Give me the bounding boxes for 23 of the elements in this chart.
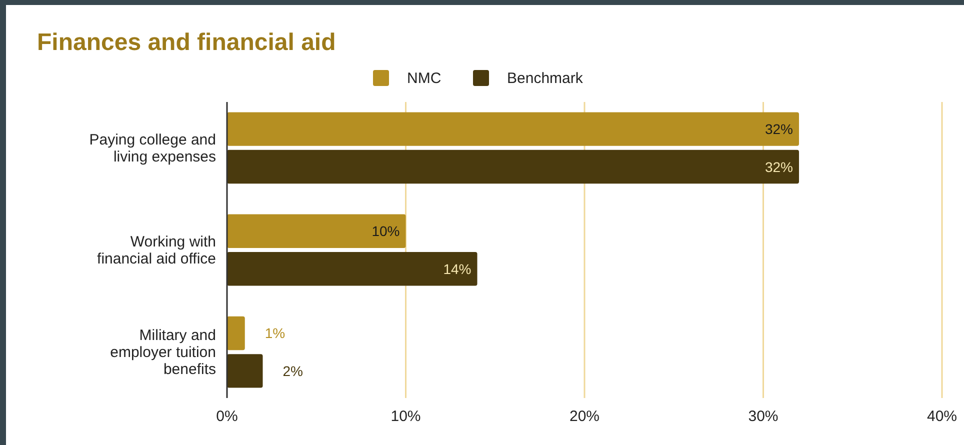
bar — [227, 112, 799, 146]
data-label: 32% — [764, 158, 793, 175]
data-label: 2% — [282, 362, 303, 379]
bar — [227, 252, 478, 286]
bar — [227, 214, 406, 248]
bar — [227, 354, 263, 388]
y-tick-label: Military and employer tuition benefits — [110, 327, 216, 378]
bar — [227, 150, 799, 184]
legend-label: NMC — [407, 70, 442, 87]
x-tick-label: 40% — [926, 408, 958, 425]
x-tick-label: 0% — [216, 408, 238, 425]
chart-title: Finances and financial aid — [37, 29, 336, 56]
x-tick-label: 20% — [569, 408, 600, 425]
y-tick-label: Working with financial aid office — [97, 234, 216, 268]
data-label: 10% — [372, 223, 400, 240]
x-tick-label: 30% — [748, 408, 778, 425]
data-label: 32% — [764, 121, 793, 138]
bar — [227, 316, 245, 350]
y-tick-label: Paying college and living expenses — [89, 131, 216, 166]
x-tick-label: 10% — [390, 408, 421, 425]
data-label: 14% — [443, 260, 472, 277]
legend-label: Benchmark — [507, 70, 584, 87]
data-label: 1% — [264, 325, 286, 342]
